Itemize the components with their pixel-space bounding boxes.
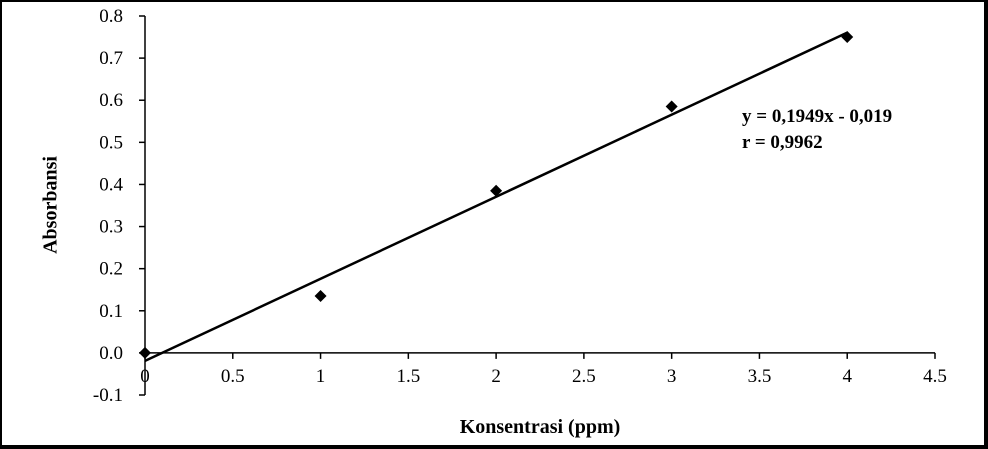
x-tick-label: 1 [316, 366, 326, 387]
data-point [841, 31, 854, 44]
y-tick-label: 0.6 [99, 90, 123, 111]
data-point [490, 184, 503, 197]
x-tick-label: 1.5 [396, 366, 420, 387]
y-axis-title: Absorbansi [40, 156, 62, 254]
x-tick-label: 0 [140, 366, 150, 387]
y-tick-label: 0.4 [99, 174, 123, 195]
y-tick-label: -0.1 [93, 385, 123, 406]
y-ticks: -0.1 0.0 0.1 0.2 0.3 0.4 0.5 0.6 0.7 0.8 [93, 6, 145, 406]
y-tick-label: 0.8 [99, 6, 123, 27]
r-value-annotation: r = 0,9962 [742, 132, 823, 153]
y-tick-label: 0.5 [99, 132, 123, 153]
y-tick-label: 0.2 [99, 259, 123, 280]
data-point [314, 290, 327, 303]
x-tick-label: 2 [491, 366, 501, 387]
x-ticks: 0 0.5 1 1.5 2 2.5 3 3.5 4 4.5 [140, 352, 947, 387]
data-point [665, 100, 678, 113]
data-points [139, 31, 854, 359]
y-tick-label: 0.1 [99, 301, 123, 322]
equation-annotation: y = 0,1949x - 0,019 [742, 106, 892, 127]
data-point [139, 346, 151, 359]
x-tick-label: 2.5 [572, 366, 596, 387]
x-tick-label: 4.5 [923, 366, 947, 387]
x-tick-label: 4 [842, 366, 852, 387]
x-tick-label: 0.5 [221, 366, 245, 387]
y-tick-label: 0.0 [99, 343, 123, 364]
y-tick-label: 0.7 [99, 48, 123, 69]
y-tick-label: 0.3 [99, 217, 123, 238]
x-tick-label: 3 [667, 366, 677, 387]
axes [144, 16, 935, 395]
x-tick-label: 3.5 [748, 366, 772, 387]
x-axis-title: Konsentrasi (ppm) [460, 416, 621, 438]
